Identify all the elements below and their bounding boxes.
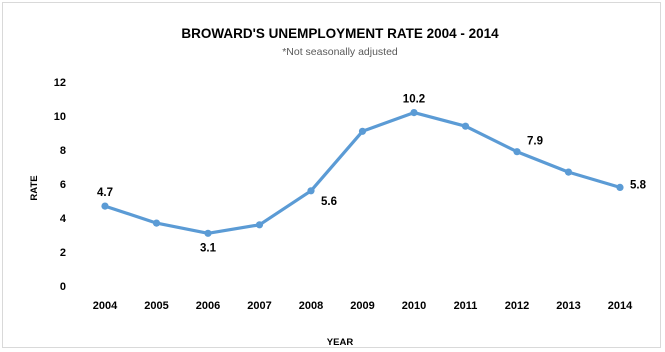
data-label: 3.1 <box>200 242 217 254</box>
x-axis-ticks: 2004 2005 2006 2007 2008 2009 2010 2011 2012 2013… <box>93 300 633 312</box>
y-tick-label: 2 <box>60 247 66 259</box>
data-point <box>616 183 624 191</box>
y-axis-ticks: 0 2 4 6 8 10 12 <box>54 77 67 293</box>
data-point <box>101 202 109 210</box>
data-point <box>461 122 470 130</box>
x-tick-label: 2007 <box>247 300 271 312</box>
data-label: 7.9 <box>527 136 543 148</box>
data-label: 10.2 <box>403 94 425 106</box>
y-tick-label: 4 <box>60 213 67 225</box>
x-axis-title: YEAR <box>327 337 354 348</box>
data-point <box>255 221 264 229</box>
x-tick-label: 2014 <box>608 300 633 312</box>
y-tick-label: 12 <box>54 77 66 89</box>
y-tick-label: 0 <box>60 281 66 293</box>
data-point <box>564 168 573 176</box>
y-tick-label: 10 <box>54 111 66 123</box>
data-label: 5.6 <box>321 196 337 208</box>
x-tick-label: 2005 <box>144 300 168 312</box>
y-axis-title: RATE <box>29 175 40 200</box>
data-point <box>358 127 367 135</box>
data-point <box>152 219 161 227</box>
data-point <box>204 229 212 237</box>
x-tick-label: 2006 <box>196 300 220 312</box>
chart-title: BROWARD'S UNEMPLOYMENT RATE 2004 - 2014 <box>181 26 499 41</box>
y-tick-label: 8 <box>60 145 66 157</box>
data-point <box>410 109 418 117</box>
series-group <box>101 109 624 237</box>
data-labels-group: 4.7 3.1 5.6 10.2 7.9 5.8 <box>97 94 647 255</box>
x-tick-label: 2011 <box>454 300 478 312</box>
data-point <box>513 148 521 156</box>
chart-frame <box>2 2 661 348</box>
data-label: 5.8 <box>630 179 647 191</box>
x-tick-label: 2008 <box>299 300 323 312</box>
x-tick-label: 2004 <box>93 300 118 312</box>
data-label: 4.7 <box>97 187 113 199</box>
x-tick-label: 2009 <box>350 300 374 312</box>
chart-subtitle: *Not seasonally adjusted <box>282 46 398 58</box>
y-tick-label: 6 <box>60 179 66 191</box>
x-tick-label: 2013 <box>556 300 580 312</box>
x-tick-label: 2010 <box>402 300 426 312</box>
x-tick-label: 2012 <box>505 300 529 312</box>
data-point <box>307 187 315 195</box>
